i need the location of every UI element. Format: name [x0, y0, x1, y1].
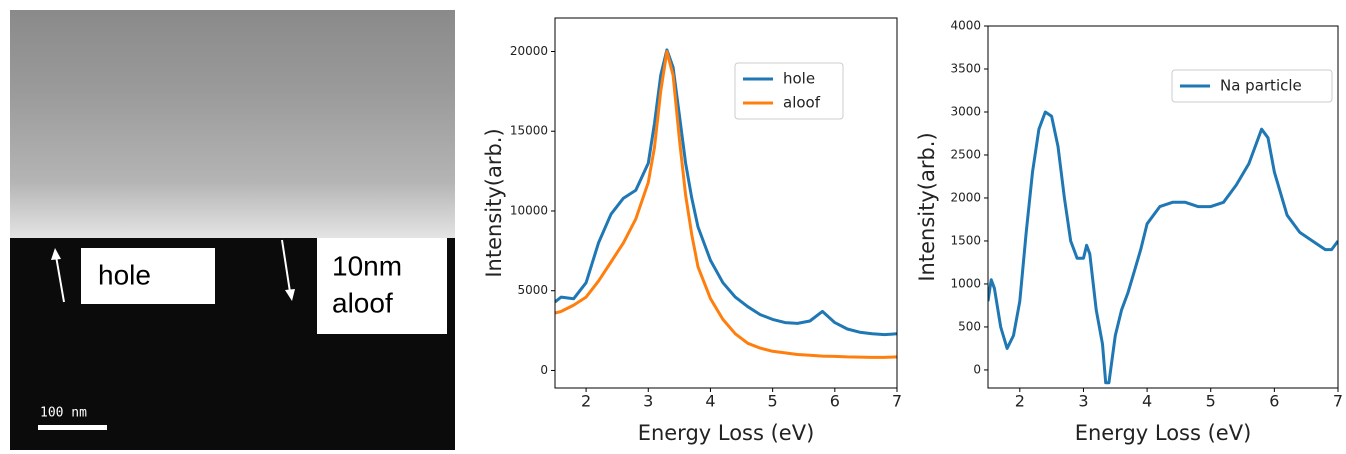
y-tick-label: 2000 — [950, 190, 981, 204]
x-tick-label: 7 — [892, 392, 902, 411]
y-tick-label: 1500 — [950, 233, 981, 247]
hole-label: hole — [98, 259, 151, 290]
x-axis-label: Energy Loss (eV) — [638, 421, 815, 445]
legend-box — [1171, 69, 1333, 103]
x-tick-label: 7 — [1333, 392, 1343, 411]
y-tick-label: 500 — [958, 319, 981, 333]
line-series — [555, 48, 897, 337]
y-tick-label: 1000 — [950, 276, 981, 290]
aloof-label: aloof — [332, 287, 393, 318]
x-tick-label: 4 — [1142, 392, 1152, 411]
y-tick-label: 3500 — [950, 61, 981, 75]
sem-image: hole 10nm aloof 100 nm — [10, 10, 455, 450]
y-tick-label: 2500 — [950, 147, 981, 161]
scale-bar-label: 100 nm — [40, 406, 87, 421]
y-tick-label: 0 — [540, 363, 548, 377]
chart: 2 3 4 5 6 7 0 5000 10000 15000 20000 Energy Loss (e… — [482, 17, 902, 445]
scale-bar — [38, 425, 107, 430]
arrow-head — [51, 248, 61, 260]
plot-frame — [987, 25, 1339, 389]
y-axis-label: Intensity(arb.) — [915, 132, 939, 281]
line-series — [988, 110, 1338, 385]
x-tick-label: 3 — [1078, 392, 1088, 411]
label-box — [81, 248, 215, 304]
plot-frame — [554, 17, 898, 389]
y-tick-label: 5000 — [517, 283, 548, 297]
arrow-head — [285, 289, 295, 301]
legend-label: hole — [783, 70, 815, 88]
x-tick-label: 6 — [830, 392, 840, 411]
x-tick-label: 3 — [643, 392, 653, 411]
arrow — [281, 239, 291, 293]
y-tick-label: 0 — [973, 362, 981, 376]
x-axis-label: Energy Loss (eV) — [1075, 421, 1252, 445]
x-tick-label: 6 — [1269, 392, 1279, 411]
chart: 2 3 4 5 6 7 0 500 1000 1500 2000 2500 3000 3500 4000 En… — [915, 19, 1343, 446]
legend-box — [734, 62, 844, 120]
arrow — [55, 255, 65, 303]
y-tick-label: 4000 — [950, 19, 981, 33]
legend-label: aloof — [783, 94, 821, 112]
y-tick-label: 20000 — [510, 44, 548, 58]
line-series — [555, 50, 897, 359]
x-tick-label: 2 — [581, 392, 591, 411]
legend-label: Na particle — [1220, 77, 1302, 95]
x-tick-label: 4 — [705, 392, 715, 411]
label-box — [317, 238, 447, 334]
sample-region — [10, 10, 455, 238]
x-tick-label: 5 — [768, 392, 778, 411]
y-tick-label: 15000 — [510, 124, 548, 138]
y-axis-label: Intensity(arb.) — [482, 128, 506, 277]
aloof-label: 10nm — [332, 250, 402, 281]
y-tick-label: 3000 — [950, 104, 981, 118]
x-tick-label: 5 — [1206, 392, 1216, 411]
y-tick-label: 10000 — [510, 203, 548, 217]
x-tick-label: 2 — [1015, 392, 1025, 411]
